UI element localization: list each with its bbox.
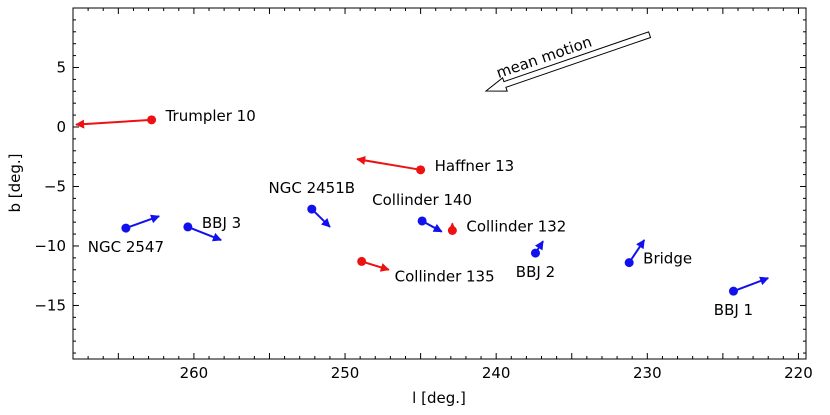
cluster-label: Haffner 13 [435,157,515,175]
cluster-point [728,286,738,296]
cluster-label: Collinder 132 [466,217,566,235]
cluster-point [447,225,457,235]
y-tick-label: −10 [34,237,66,255]
y-tick-label: −5 [44,177,66,195]
plot-frame [72,7,807,360]
x-tick-label: 240 [482,364,511,382]
cluster-label: Collinder 135 [395,267,495,285]
mean-motion-annotation: mean motion [484,31,652,92]
cluster-label: BBJ 2 [516,263,555,281]
motion-arrow [75,118,152,129]
mean-motion-arrow [484,31,652,92]
motion-arrow [361,260,390,272]
cluster-point [357,256,367,266]
cluster-point [417,216,427,226]
y-axis-title: b [deg.] [6,153,24,212]
cluster-label: Collinder 140 [372,191,472,209]
motion-arrow [187,225,222,242]
tick-labels: 260 250 240 230 220 5 0 −5 −10 −15 [34,58,812,382]
cluster-label: Trumpler 10 [165,107,256,125]
cluster-labels: Trumpler 10 Haffner 13 Collinder 132 Collin… [88,107,753,319]
cluster-label: NGC 2547 [88,238,164,256]
cluster-points [121,115,738,296]
cluster-point [530,248,540,258]
cluster-point [147,115,157,125]
cluster-label: BBJ 1 [714,301,753,319]
cluster-label: BBJ 3 [202,214,241,232]
cluster-point [416,165,426,175]
x-tick-label: 250 [331,364,360,382]
cluster-point [121,223,131,233]
cluster-point [624,258,634,268]
cluster-label: NGC 2451B [269,179,356,197]
x-axis-title: l [deg.] [412,389,466,407]
y-tick-label: −15 [34,296,66,314]
cluster-point [307,204,317,214]
motion-arrow [356,156,421,171]
x-tick-label: 230 [633,364,662,382]
motion-arrow [733,276,770,293]
y-tick-label: 5 [56,58,66,76]
x-tick-label: 220 [784,364,813,382]
axis-ticks [73,8,806,359]
motion-arrow [628,239,646,264]
cluster-label: Bridge [643,250,692,268]
x-tick-label: 260 [180,364,209,382]
y-tick-label: 0 [56,118,66,136]
motion-arrow [125,214,160,230]
cluster-point [183,222,193,232]
